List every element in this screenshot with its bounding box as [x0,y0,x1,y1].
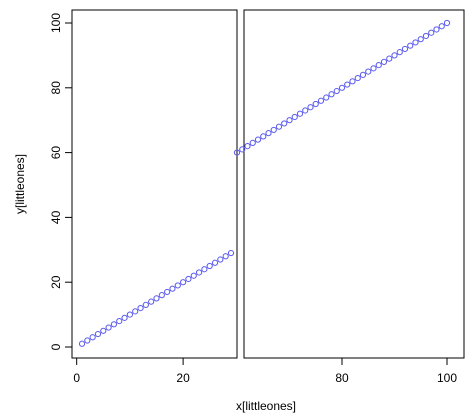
data-point [116,317,123,325]
data-point [195,269,203,276]
left-panel [71,9,238,359]
data-point [401,45,409,53]
y-tick-label-0: 0 [49,343,63,350]
data-point [417,36,424,43]
data-point [180,279,187,286]
x-tick-label-0: 0 [73,371,80,385]
data-point [169,285,176,292]
left-panel-frame [71,9,238,359]
data-point [201,266,208,273]
data-point [217,256,224,263]
data-point [391,52,398,59]
data-point [386,55,393,62]
data-point [158,292,165,299]
data-point [94,330,102,338]
data-point [265,130,272,137]
data-point [438,23,445,30]
y-tick-label-40: 40 [49,210,63,224]
y-axis: 0 20 40 60 80 100 [49,13,72,350]
data-point [354,74,361,82]
data-point [260,133,267,140]
x-axis-label: x[littleones] [236,399,296,413]
data-point [422,32,430,40]
data-point [89,334,96,341]
data-point [84,337,91,344]
data-point [296,110,304,117]
data-point [164,288,171,296]
data-point [333,87,340,95]
data-point [317,97,325,104]
y-tick-label-60: 60 [49,146,63,160]
data-point [312,100,319,108]
data-point [307,104,314,111]
data-point [270,126,277,134]
data-point [365,68,372,75]
data-point [407,42,414,49]
data-point [254,136,262,143]
data-point [323,94,330,101]
data-point [286,117,293,124]
data-point [148,298,155,305]
x-tick-label-20: 20 [176,371,190,385]
data-point [110,321,118,328]
data-point [244,143,251,150]
y-tick-label-80: 80 [49,81,63,95]
data-point [227,249,235,257]
y-tick-label-20: 20 [49,275,63,289]
data-point [428,29,435,36]
data-point [78,340,86,347]
right-panel-frame [243,9,465,359]
data-point [137,305,144,312]
data-point [100,327,107,334]
right-panel [243,9,465,359]
x-tick-label-100: 100 [437,371,457,385]
data-point [132,308,139,315]
x-axis: 0 20 80 100 [73,358,457,385]
data-point [185,275,192,283]
data-point [222,253,229,260]
data-point [190,272,197,279]
data-point [338,84,346,91]
data-point [275,123,283,130]
data-points [78,19,451,347]
x-tick-label-80: 80 [335,371,349,385]
data-point [349,78,356,85]
data-point [142,301,149,308]
data-point [105,324,112,331]
data-point [249,139,256,146]
data-point [211,259,219,266]
data-point [396,49,403,56]
data-point [344,81,351,88]
data-point [153,295,160,302]
data-point [206,262,213,270]
data-point [302,107,309,114]
data-point [412,39,419,46]
data-point [380,58,388,65]
data-point [328,91,335,98]
data-point [443,19,451,27]
data-point [121,314,128,321]
y-tick-label-100: 100 [49,13,63,33]
data-point [291,113,298,121]
data-point [370,65,377,72]
data-point [359,71,367,78]
data-point [375,62,382,69]
y-axis-label: y[littleones] [13,154,27,214]
data-point [239,146,246,153]
data-point [126,311,133,318]
data-point [281,120,288,127]
data-point [233,149,241,156]
data-point [174,282,181,289]
data-point [433,26,440,33]
